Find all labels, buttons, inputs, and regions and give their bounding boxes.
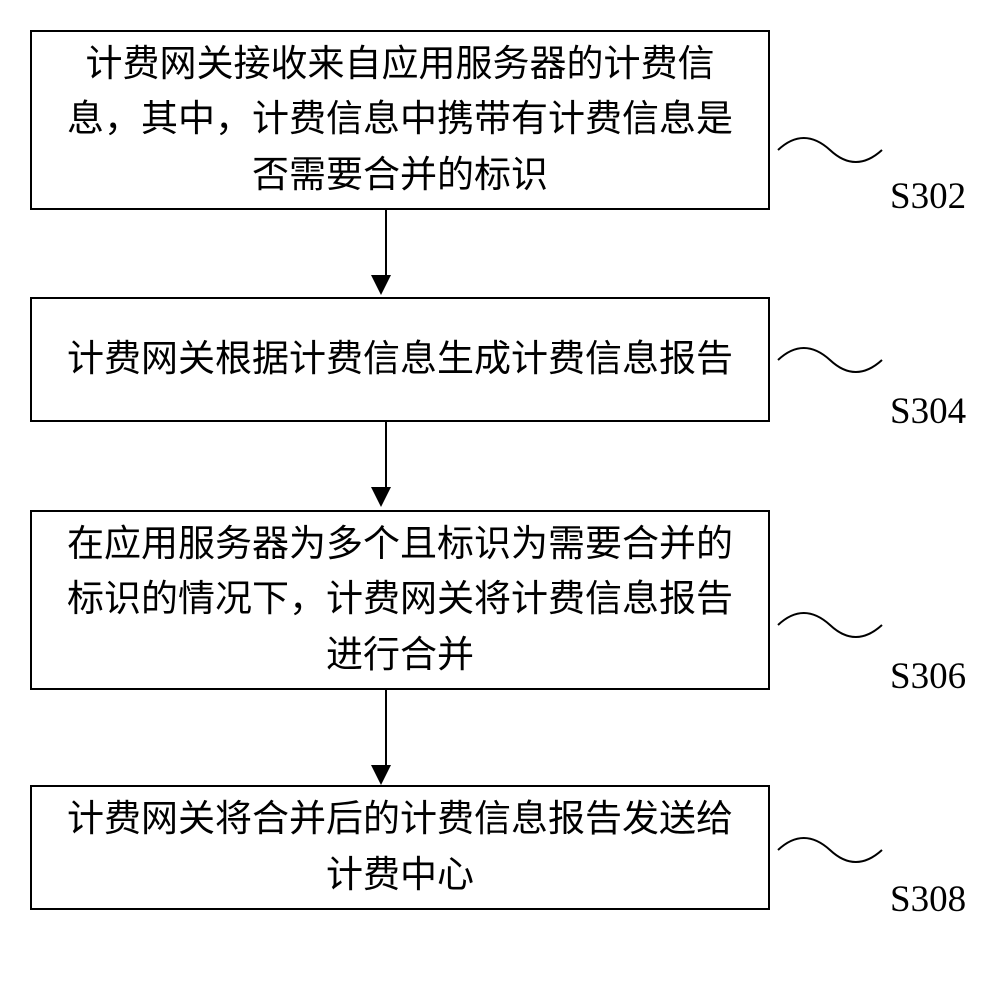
step-box-s308: 计费网关将合并后的计费信息报告发送给计费中心 (30, 785, 770, 910)
arrow-2 (380, 422, 391, 507)
wave-connector-s306 (770, 605, 890, 645)
step-label-s308: S308 (890, 878, 966, 921)
flowchart-container: 计费网关接收来自应用服务器的计费信息，其中，计费信息中携带有计费信息是否需要合并… (0, 0, 1000, 996)
arrow-1 (380, 210, 391, 295)
wave-connector-s308 (770, 830, 890, 870)
step-box-s306: 在应用服务器为多个且标识为需要合并的标识的情况下，计费网关将计费信息报告进行合并 (30, 510, 770, 690)
step-text-s306: 在应用服务器为多个且标识为需要合并的标识的情况下，计费网关将计费信息报告进行合并 (52, 517, 748, 684)
wave-connector-s304 (770, 340, 890, 380)
step-label-s302: S302 (890, 175, 966, 218)
step-text-s304: 计费网关根据计费信息生成计费信息报告 (67, 332, 733, 388)
step-label-s306: S306 (890, 655, 966, 698)
step-box-s302: 计费网关接收来自应用服务器的计费信息，其中，计费信息中携带有计费信息是否需要合并… (30, 30, 770, 210)
step-text-s302: 计费网关接收来自应用服务器的计费信息，其中，计费信息中携带有计费信息是否需要合并… (52, 37, 748, 204)
arrow-3 (380, 690, 391, 785)
step-text-s308: 计费网关将合并后的计费信息报告发送给计费中心 (52, 792, 748, 903)
wave-connector-s302 (770, 130, 890, 170)
step-box-s304: 计费网关根据计费信息生成计费信息报告 (30, 297, 770, 422)
step-label-s304: S304 (890, 390, 966, 433)
